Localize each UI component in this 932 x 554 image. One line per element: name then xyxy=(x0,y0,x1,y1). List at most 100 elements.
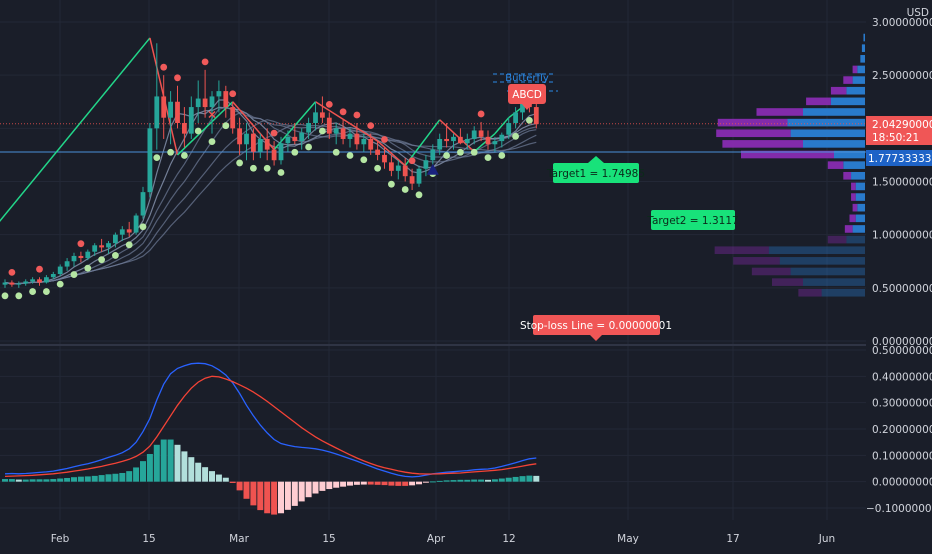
candle-body[interactable] xyxy=(223,91,229,108)
volume-bar-blue xyxy=(857,203,865,212)
candle-body[interactable] xyxy=(244,133,249,145)
candle-body[interactable] xyxy=(71,255,77,262)
candle-body[interactable] xyxy=(361,138,367,145)
macd-histogram-bar xyxy=(167,439,174,482)
candle-body[interactable] xyxy=(161,96,167,118)
candle-body[interactable] xyxy=(409,176,415,184)
candle-body[interactable] xyxy=(464,138,470,144)
candle-body[interactable] xyxy=(471,130,477,139)
candle-body[interactable] xyxy=(188,107,194,134)
candle-body[interactable] xyxy=(485,136,491,145)
candle-body[interactable] xyxy=(257,138,263,152)
candle-body[interactable] xyxy=(57,266,63,275)
candle-body[interactable] xyxy=(389,162,394,171)
candle-body[interactable] xyxy=(230,107,236,129)
time-axis[interactable]: Feb 15 Mar 15 Apr 12 May 17 Jun xyxy=(51,533,836,545)
macd-pane[interactable] xyxy=(2,362,540,515)
candle-body[interactable] xyxy=(251,133,256,152)
price-tick-label: 3.00000000 xyxy=(872,17,932,29)
candle-body[interactable] xyxy=(333,128,339,134)
candle-body[interactable] xyxy=(64,261,70,267)
candle-body[interactable] xyxy=(285,136,291,144)
candle-body[interactable] xyxy=(209,96,215,108)
candle-body[interactable] xyxy=(99,245,104,248)
macd-axis[interactable]: 0.50000000 0.40000000 0.30000000 0.20000000… xyxy=(866,345,932,515)
level-price-box xyxy=(866,150,932,166)
candle-body[interactable] xyxy=(478,130,484,137)
candle-body[interactable] xyxy=(106,243,111,248)
candle-body[interactable] xyxy=(85,251,91,259)
volume-bar-blue xyxy=(857,65,865,74)
candle-body[interactable] xyxy=(113,234,118,244)
candle-body[interactable] xyxy=(430,149,436,161)
candle-body[interactable] xyxy=(395,165,401,171)
candle-body[interactable] xyxy=(182,123,187,134)
candle-body[interactable] xyxy=(354,133,360,145)
candle-body[interactable] xyxy=(119,229,125,235)
candle-body[interactable] xyxy=(320,112,325,118)
candle-body[interactable] xyxy=(292,136,298,142)
candle-body[interactable] xyxy=(264,138,270,150)
candle-body[interactable] xyxy=(375,149,380,155)
candle-body[interactable] xyxy=(368,138,374,150)
candle-body[interactable] xyxy=(306,123,311,133)
candle-body[interactable] xyxy=(30,279,35,282)
candle-body[interactable] xyxy=(513,112,518,124)
candle-body[interactable] xyxy=(299,132,305,142)
volume-bar-blue xyxy=(861,44,865,52)
candle-body[interactable] xyxy=(195,98,201,108)
last-price-box xyxy=(866,116,932,145)
candle-body[interactable] xyxy=(313,112,318,124)
candle-body[interactable] xyxy=(347,133,353,139)
candle-body[interactable] xyxy=(402,165,408,177)
candle-body[interactable] xyxy=(340,128,346,139)
candle-body[interactable] xyxy=(382,154,387,163)
candle-body[interactable] xyxy=(520,101,525,113)
candle-body[interactable] xyxy=(533,107,539,125)
candle-body[interactable] xyxy=(147,128,153,193)
candle-body[interactable] xyxy=(237,128,242,145)
buy-signal-dot xyxy=(498,152,506,159)
candle-body[interactable] xyxy=(458,136,463,144)
candle-body[interactable] xyxy=(154,96,160,129)
candle-body[interactable] xyxy=(492,141,498,145)
candle-body[interactable] xyxy=(444,138,449,142)
candle-body[interactable] xyxy=(175,101,180,124)
candle-body[interactable] xyxy=(499,134,505,142)
candle-body[interactable] xyxy=(16,283,22,285)
sell-signal-dot xyxy=(270,129,278,137)
candle-body[interactable] xyxy=(133,215,139,233)
candle-body[interactable] xyxy=(506,123,512,135)
candle-body[interactable] xyxy=(437,138,443,150)
candle-body[interactable] xyxy=(168,101,173,118)
candle-body[interactable] xyxy=(78,255,84,259)
candle-body[interactable] xyxy=(23,281,29,284)
macd-histogram-bar xyxy=(360,481,367,485)
candle-body[interactable] xyxy=(271,149,277,161)
candle-body[interactable] xyxy=(202,98,208,108)
candle-body[interactable] xyxy=(92,245,98,252)
candle-body[interactable] xyxy=(216,91,222,97)
candle-body[interactable] xyxy=(416,168,422,184)
sell-signal-dot xyxy=(367,122,375,130)
signal-dots xyxy=(1,58,540,300)
candlesticks[interactable] xyxy=(2,43,539,288)
candle-body[interactable] xyxy=(126,229,132,233)
candle-body[interactable] xyxy=(451,136,456,142)
candle-body[interactable] xyxy=(9,282,15,285)
triangle-up-marker xyxy=(426,163,439,175)
candle-body[interactable] xyxy=(2,282,8,285)
macd-histogram-bar xyxy=(526,475,533,482)
candle-body[interactable] xyxy=(37,279,42,283)
candle-body[interactable] xyxy=(44,277,49,283)
candle-body[interactable] xyxy=(423,160,429,169)
candle-body[interactable] xyxy=(278,143,284,161)
sell-signal-dot xyxy=(325,100,333,108)
candle-body[interactable] xyxy=(140,192,146,216)
buy-signal-dot xyxy=(319,127,326,135)
buy-signal-dot xyxy=(98,256,105,264)
candle-body[interactable] xyxy=(326,117,332,134)
candle-body[interactable] xyxy=(50,274,56,278)
volume-bar-purple xyxy=(751,267,791,276)
